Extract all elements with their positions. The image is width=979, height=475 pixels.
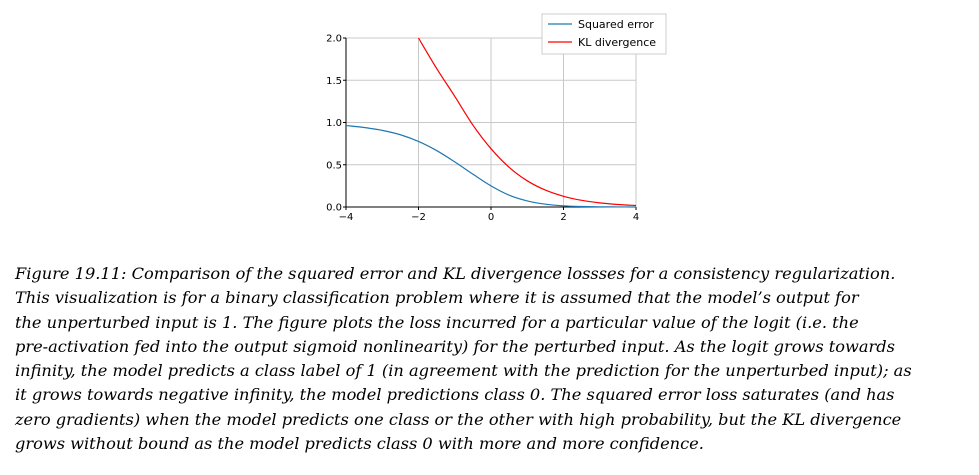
legend: Squared error KL divergence [541, 13, 667, 55]
legend-label: Squared error [578, 18, 654, 31]
figure-caption: Figure 19.11: Comparison of the squared … [15, 262, 959, 456]
y-tick-label: 1.0 [326, 118, 342, 129]
caption-line: This visualization is for a binary class… [15, 288, 859, 308]
figure: −4 −2 0 2 4 0.0 0.5 1.0 1.5 2.0 Squared error KL d… [326, 13, 667, 224]
x-tick-label: 4 [633, 212, 639, 223]
x-tick-label: 2 [560, 212, 566, 223]
grid [345, 37, 637, 208]
y-tick-label: 1.5 [326, 76, 342, 87]
x-tick-label: −2 [411, 212, 426, 223]
axes: −4 −2 0 2 4 0.0 0.5 1.0 1.5 2.0 [326, 34, 639, 224]
caption-line: Figure 19.11: Comparison of the squared … [15, 264, 896, 283]
legend-box [541, 13, 667, 55]
caption-line: grows without bound as the model predict… [15, 434, 704, 454]
legend-label: KL divergence [578, 36, 656, 49]
caption-line: infinity, the model predicts a class lab… [15, 361, 912, 381]
y-tick-label: 2.0 [326, 34, 342, 45]
y-tick-label: 0.0 [326, 203, 342, 214]
x-tick-label: −4 [339, 212, 354, 223]
series-line-squared-error [345, 124, 637, 208]
caption-line: the unperturbed input is 1. The figure p… [15, 312, 859, 332]
caption-line: it grows towards negative infinity, the … [15, 385, 895, 405]
y-tick-label: 0.5 [326, 160, 342, 171]
series-line-kl-divergence [417, 37, 637, 207]
x-tick-label: 0 [488, 212, 494, 223]
caption-line: pre-activation fed into the output sigmo… [15, 336, 895, 356]
series [345, 37, 637, 208]
caption-line: zero gradients) when the model predicts … [15, 409, 902, 429]
loss-comparison-chart: −4 −2 0 2 4 0.0 0.5 1.0 1.5 2.0 Squared error KL d… [326, 13, 667, 224]
